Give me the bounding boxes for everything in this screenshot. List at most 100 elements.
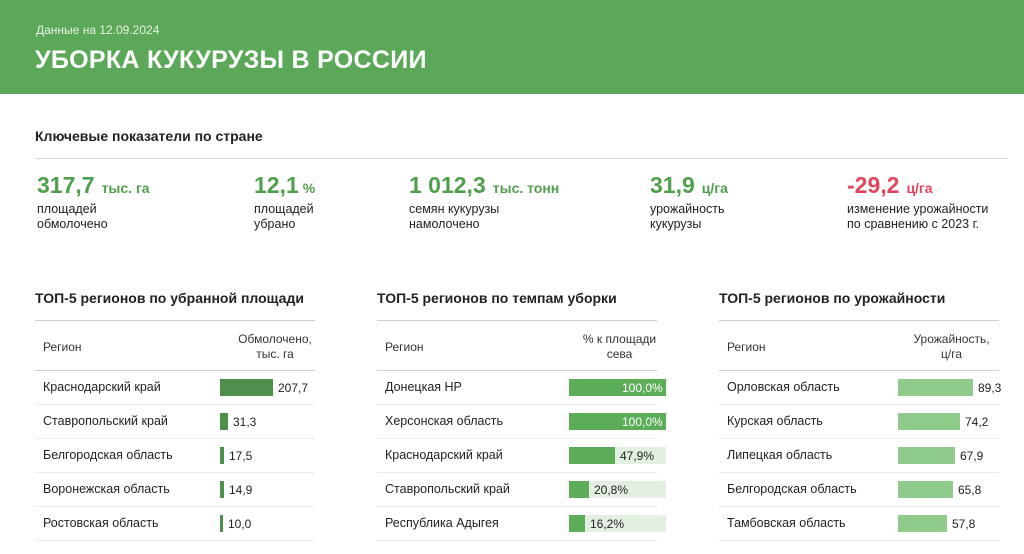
value-bar [220,447,224,464]
value-label: 31,3 [233,415,257,429]
metric-value: 12,1 [254,172,299,198]
region-name: Ставропольский край [385,482,510,496]
value-label: 100,0% [622,415,663,429]
value-bar [898,515,947,532]
region-name: Ставропольский край [43,414,168,428]
region-name: Тамбовская область [727,516,846,530]
data-date: Данные на 12.09.2024 [36,23,160,37]
value-label: 14,9 [229,483,253,497]
table-row: Белгородская область 65,8 [719,473,999,507]
value-label: 57,8 [952,517,976,531]
region-name: Республика Адыгея [385,516,499,530]
row-divider [377,506,657,507]
row-divider [377,540,657,541]
value-label: 47,9% [620,449,655,463]
table-row: Краснодарский край 207,7 [35,371,315,405]
table-top-area: Регион Обмолочено, тыс. га Краснодарский… [35,320,315,541]
row-divider [377,438,657,439]
column-header-line: сева [606,347,633,361]
row-divider [35,404,315,405]
table-row: Ростовская область 10,0 [35,507,315,541]
bar-track [569,515,666,532]
metric-desc: площадей [254,202,314,216]
value-label: 10,0 [228,517,252,531]
column-header-value: Урожайность, ц/га [894,332,1009,362]
region-name: Курская область [727,414,823,428]
table-title-area: ТОП-5 регионов по убранной площади [35,290,304,306]
column-header-line: ц/га [941,347,962,361]
table-row: Белгородская область 17,5 [35,439,315,473]
row-divider [377,404,657,405]
column-header-region: Регион [385,340,424,354]
value-bar [569,481,589,498]
row-divider [719,404,999,405]
metric-value: 317,7 [37,172,95,198]
value-bar [220,413,228,430]
row-divider [719,540,999,541]
metric-unit: ц/га [701,180,728,196]
metric-tonnage: 1 012,3 тыс. тонн семян кукурузы намолочен… [409,172,559,232]
table-top-yield: Регион Урожайность, ц/га Орловская облас… [719,320,1001,541]
table-row: Краснодарский край 47,9% [377,439,666,473]
table-row: Орловская область 89,3 [719,371,1001,405]
value-bar [898,447,955,464]
region-name: Краснодарский край [43,380,161,394]
region-name: Краснодарский край [385,448,503,462]
page-header: Данные на 12.09.2024 УБОРКА КУКУРУЗЫ В Р… [0,0,1024,94]
region-name: Ростовская область [43,516,159,530]
value-bar [569,413,666,430]
region-name: Белгородская область [43,448,173,462]
page-title: УБОРКА КУКУРУЗЫ В РОССИИ [35,46,427,74]
metric-desc: обмолочено [37,217,108,231]
divider [35,320,315,321]
table-row: Херсонская область 100,0% [377,405,666,439]
region-name: Донецкая НР [385,380,462,394]
column-header-line: % к площади [582,332,657,346]
column-header-value: Обмолочено, тыс. га [215,332,335,362]
table-title-yield: ТОП-5 регионов по урожайности [719,290,946,306]
metric-desc: по сравнению с 2023 г. [847,217,980,231]
column-header-line: Урожайность, [913,332,990,346]
column-header-line: тыс. га [256,347,294,361]
column-header-region: Регион [727,340,766,354]
metric-yield: 31,9 ц/га урожайность кукурузы [650,172,728,232]
row-divider [35,506,315,507]
metric-desc: площадей [37,202,97,216]
table-row: Липецкая область 67,9 [719,439,999,473]
value-bar [569,379,666,396]
metric-unit: % [302,180,316,196]
value-label: 20,8% [594,483,629,497]
table-row: Курская область 74,2 [719,405,999,439]
metric-desc: урожайность [650,202,725,216]
value-label: 17,5 [229,449,253,463]
value-bar [898,379,973,396]
value-bar [569,515,585,532]
table-row: Донецкая НР 100,0% [377,371,666,405]
metric-unit: тыс. га [101,180,150,196]
metric-threshed-area: 317,7 тыс. га площадей обмолочено [37,172,150,232]
column-header-region: Регион [43,340,82,354]
metric-desc: намолочено [409,217,480,231]
divider [377,370,657,371]
table-top-pace: Регион % к площади сева Донецкая НР 100,0… [377,320,666,541]
metric-desc: изменение урожайности [847,202,989,216]
divider [719,370,999,371]
row-divider [35,438,315,439]
divider [719,320,999,321]
metric-desc: кукурузы [650,217,702,231]
table-header: Регион % к площади сева [377,320,657,370]
value-label: 65,8 [958,483,982,497]
metric-unit: ц/га [906,180,933,196]
column-header-value: % к площади сева [562,332,677,362]
row-divider [719,438,999,439]
table-row: Тамбовская область 57,8 [719,507,999,541]
row-divider [377,472,657,473]
value-bar [898,481,953,498]
region-name: Липецкая область [727,448,833,462]
metric-desc: убрано [254,217,296,231]
value-label: 74,2 [965,415,989,429]
divider [35,158,1007,159]
row-divider [719,472,999,473]
value-label: 100,0% [622,381,663,395]
metric-harvested-share: 12,1% площадей убрано [254,172,315,232]
